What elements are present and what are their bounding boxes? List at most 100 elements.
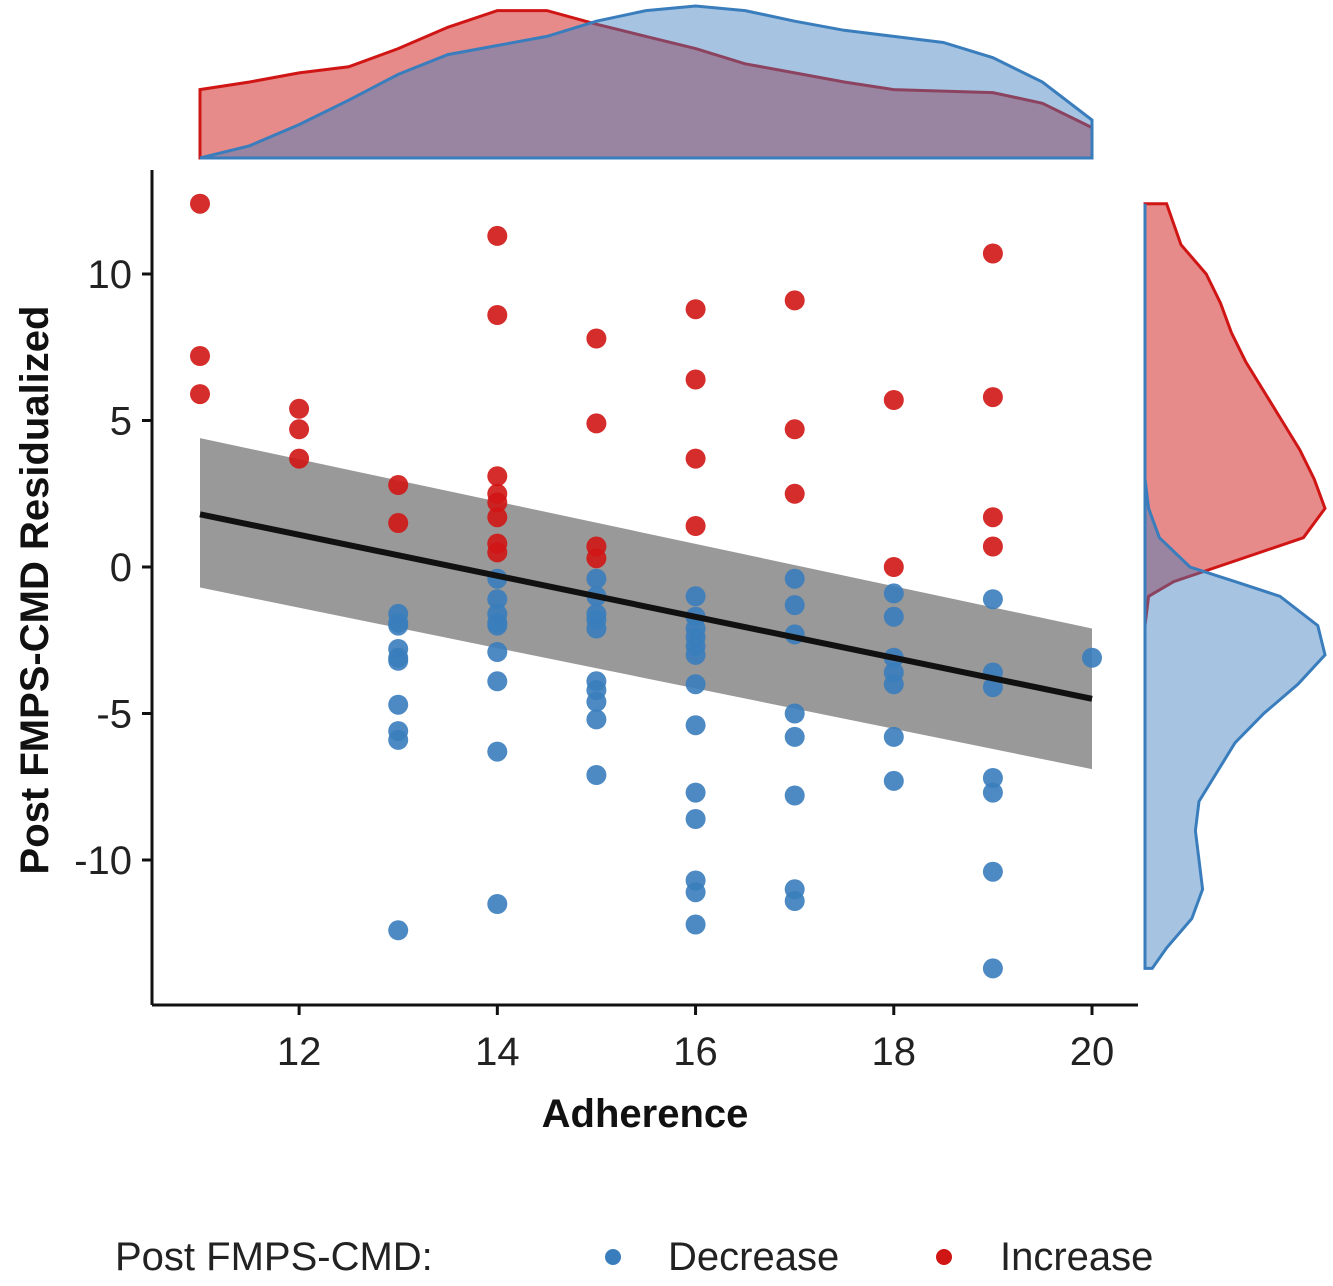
x-axis-title: Adherence	[542, 1092, 749, 1136]
point-increase	[685, 369, 706, 390]
point-increase	[784, 483, 805, 504]
point-decrease	[685, 882, 706, 903]
point-decrease	[784, 703, 805, 724]
point-decrease	[487, 741, 508, 762]
x-tick-label: 12	[277, 1030, 322, 1074]
regression-line	[199, 511, 1093, 702]
point-decrease	[883, 583, 904, 604]
right-marginal-density	[1143, 202, 1327, 970]
point-decrease	[784, 785, 805, 806]
point-increase	[388, 475, 409, 495]
point-decrease	[586, 691, 607, 712]
point-increase	[685, 448, 706, 469]
x-tick-label: 16	[673, 1030, 718, 1074]
point-decrease	[982, 589, 1003, 610]
legend-label-decrease: Decrease	[668, 1235, 839, 1279]
point-decrease	[982, 768, 1003, 788]
point-decrease	[982, 782, 1003, 803]
point-decrease	[487, 642, 508, 662]
y-tick-label: -5	[96, 693, 132, 737]
point-increase	[487, 507, 508, 528]
point-decrease	[883, 674, 904, 695]
point-decrease	[487, 589, 508, 610]
legend-marker-increase	[936, 1249, 952, 1265]
y-tick-label: 10	[88, 253, 133, 297]
point-decrease	[784, 891, 805, 911]
regression-line-layer	[199, 511, 1093, 702]
point-increase	[190, 346, 210, 366]
point-increase	[289, 398, 310, 419]
point-decrease	[586, 618, 607, 639]
y-tick-label: 0	[110, 546, 132, 590]
x-tick-label: 18	[872, 1030, 917, 1074]
legend-label-increase: Increase	[1000, 1235, 1153, 1279]
point-decrease	[685, 809, 706, 829]
point-increase	[586, 413, 607, 434]
x-tick-label: 14	[475, 1030, 520, 1074]
point-decrease	[982, 958, 1003, 979]
point-increase	[289, 419, 310, 440]
point-increase	[982, 507, 1003, 528]
top-density-decrease	[199, 4, 1094, 160]
point-increase	[784, 419, 805, 440]
point-increase	[982, 536, 1003, 557]
point-increase	[487, 225, 508, 246]
point-decrease	[388, 694, 409, 715]
point-decrease	[685, 674, 706, 695]
point-increase	[289, 448, 310, 469]
x-axis-ticks: 12 14 16 18 20	[277, 1005, 1114, 1074]
point-decrease	[685, 715, 706, 736]
point-decrease	[388, 650, 409, 671]
point-decrease	[784, 726, 805, 747]
point-decrease	[784, 568, 805, 589]
legend-marker-decrease	[605, 1249, 621, 1265]
point-decrease	[487, 615, 508, 636]
point-decrease	[883, 726, 904, 747]
point-increase	[487, 466, 508, 487]
point-decrease	[784, 595, 805, 616]
y-axis-ticks: 10 5 0 -5 -10	[74, 253, 152, 883]
point-decrease	[982, 861, 1003, 882]
point-decrease	[685, 914, 706, 935]
point-decrease	[388, 920, 409, 941]
top-density-increase	[198, 9, 1094, 160]
point-decrease	[883, 770, 904, 791]
point-increase	[685, 516, 706, 536]
point-decrease	[487, 671, 508, 692]
legend: Post FMPS-CMD: Decrease Increase	[115, 1235, 1153, 1279]
point-increase	[487, 305, 508, 325]
x-tick-label: 20	[1070, 1030, 1115, 1074]
right-density-decrease	[1143, 203, 1327, 970]
point-decrease	[883, 606, 904, 627]
point-decrease	[1082, 647, 1102, 668]
point-decrease	[586, 568, 607, 589]
point-decrease	[586, 709, 607, 730]
scatter-points-layer	[190, 193, 1102, 979]
point-increase	[784, 290, 805, 311]
point-decrease	[685, 586, 706, 607]
point-increase	[586, 328, 607, 349]
point-increase	[982, 243, 1003, 264]
point-increase	[883, 557, 904, 577]
point-decrease	[487, 894, 508, 914]
y-axis-title: Post FMPS-CMD Residualized	[13, 306, 57, 875]
point-increase	[982, 387, 1003, 408]
point-decrease	[388, 729, 409, 750]
point-increase	[883, 390, 904, 410]
point-decrease	[685, 644, 706, 665]
point-increase	[586, 548, 607, 569]
y-tick-label: 5	[110, 400, 132, 444]
point-increase	[190, 384, 210, 405]
point-increase	[685, 299, 706, 320]
point-decrease	[586, 765, 607, 785]
top-marginal-density	[198, 4, 1094, 160]
legend-title: Post FMPS-CMD:	[115, 1235, 433, 1279]
point-increase	[190, 193, 210, 214]
point-increase	[388, 513, 409, 533]
point-decrease	[388, 615, 409, 636]
point-increase	[487, 492, 508, 513]
y-tick-label: -10	[74, 839, 132, 883]
point-decrease	[685, 782, 706, 803]
axes	[150, 170, 1138, 1007]
